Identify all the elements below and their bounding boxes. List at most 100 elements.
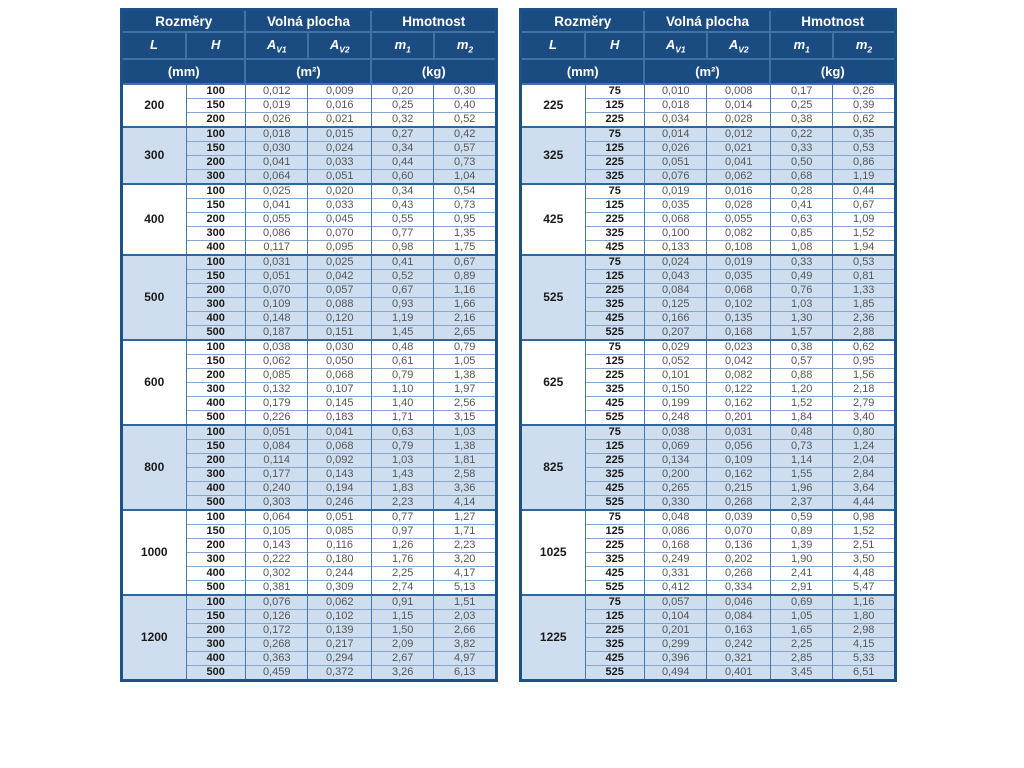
mass-m2-cell: 0,73 <box>433 198 497 213</box>
table-row: 325 0,100 0,082 0,85 1,52 <box>521 226 896 241</box>
area-av1-cell: 0,048 <box>643 509 708 525</box>
mass-m1-cell: 0,98 <box>370 240 435 255</box>
table-row: 225 75 0,010 0,008 0,17 0,26 <box>520 83 896 127</box>
mass-m2-cell: 1,03 <box>433 424 497 440</box>
table-row: 225 0,034 0,028 0,38 0,62 <box>521 112 896 127</box>
area-av2-cell: 0,020 <box>307 183 372 199</box>
mass-m2-cell: 0,81 <box>832 269 896 284</box>
mass-m1-cell: 2,74 <box>370 580 435 595</box>
table-row: 150 0,019 0,016 0,25 0,40 <box>122 98 497 113</box>
header-units-row: (mm) (m²) (kg) <box>519 58 897 85</box>
area-av1-cell: 0,029 <box>643 339 708 355</box>
area-av1-cell: 0,018 <box>643 98 708 113</box>
dimensions-table-right: Rozměry Volná plocha Hmotnost L H AV1 AV… <box>519 8 897 682</box>
mass-m1-cell: 0,22 <box>769 126 834 142</box>
mass-m2-cell: 0,67 <box>433 254 497 270</box>
area-av1-cell: 0,125 <box>643 297 708 312</box>
dimension-h-cell: 325 <box>584 226 645 241</box>
table-row: 200 0,085 0,068 0,79 1,38 <box>122 368 497 383</box>
mass-m1-cell: 0,48 <box>370 339 435 355</box>
mass-m1-cell: 0,43 <box>370 198 435 213</box>
area-av1-cell: 0,038 <box>244 339 309 355</box>
mass-m1-cell: 3,26 <box>370 665 435 681</box>
area-av2-cell: 0,042 <box>307 269 372 284</box>
table-row: 825 75 0,038 0,031 0,48 0,80 <box>520 424 896 510</box>
mass-m2-cell: 1,97 <box>433 382 497 397</box>
mass-m2-cell: 4,97 <box>433 651 497 666</box>
area-av1-cell: 0,076 <box>244 594 309 610</box>
area-av2-cell: 0,070 <box>706 524 771 539</box>
dimension-h-cell: 300 <box>185 637 246 652</box>
dimension-h-cell: 525 <box>584 325 645 340</box>
table-row: 225 0,201 0,163 1,65 2,98 <box>521 623 896 638</box>
mass-m1-cell: 1,20 <box>769 382 834 397</box>
area-av1-cell: 0,143 <box>244 538 309 553</box>
area-av2-cell: 0,062 <box>307 594 372 610</box>
mass-m1-cell: 0,76 <box>769 283 834 298</box>
dimension-h-cell: 400 <box>185 311 246 326</box>
dimension-h-cell: 425 <box>584 481 645 496</box>
table-row: 125 0,104 0,084 1,05 1,80 <box>521 609 896 624</box>
area-av2-cell: 0,009 <box>307 83 372 99</box>
mass-m2-cell: 2,58 <box>433 467 497 482</box>
dimension-l-cell: 1200 <box>121 594 187 681</box>
mass-m2-cell: 1,24 <box>832 439 896 454</box>
table-row: 150 0,084 0,068 0,79 1,38 <box>122 439 497 454</box>
mass-m1-cell: 1,43 <box>370 467 435 482</box>
mass-m1-cell: 0,34 <box>370 141 435 156</box>
table-row: 325 0,200 0,162 1,55 2,84 <box>521 467 896 482</box>
area-av2-cell: 0,120 <box>307 311 372 326</box>
area-av2-cell: 0,008 <box>706 83 771 99</box>
area-av1-cell: 0,148 <box>244 311 309 326</box>
dimension-l-cell: 525 <box>520 254 586 340</box>
dimension-h-cell: 125 <box>584 609 645 624</box>
header-unit-m2: (m²) <box>643 58 772 85</box>
area-av2-cell: 0,162 <box>706 467 771 482</box>
table-row: 325 0,249 0,202 1,90 3,50 <box>521 552 896 567</box>
mass-m2-cell: 1,51 <box>433 594 497 610</box>
mass-m1-cell: 0,52 <box>370 269 435 284</box>
mass-m2-cell: 2,98 <box>832 623 896 638</box>
dimension-h-cell: 150 <box>185 609 246 624</box>
area-av2-cell: 0,028 <box>706 198 771 213</box>
area-av2-cell: 0,242 <box>706 637 771 652</box>
mass-m2-cell: 0,40 <box>433 98 497 113</box>
mass-m1-cell: 2,41 <box>769 566 834 581</box>
area-av2-cell: 0,046 <box>706 594 771 610</box>
table-row: 225 0,084 0,068 0,76 1,33 <box>521 283 896 298</box>
mass-m2-cell: 0,53 <box>832 254 896 270</box>
area-av2-cell: 0,163 <box>706 623 771 638</box>
area-av1-cell: 0,030 <box>244 141 309 156</box>
mass-m2-cell: 3,36 <box>433 481 497 496</box>
mass-m2-cell: 1,81 <box>433 453 497 468</box>
mass-m1-cell: 0,25 <box>769 98 834 113</box>
dimension-h-cell: 325 <box>584 169 645 184</box>
mass-m1-cell: 0,41 <box>370 254 435 270</box>
dimension-h-cell: 425 <box>584 566 645 581</box>
area-av2-cell: 0,268 <box>706 566 771 581</box>
area-av2-cell: 0,321 <box>706 651 771 666</box>
area-av2-cell: 0,031 <box>706 424 771 440</box>
area-av1-cell: 0,104 <box>643 609 708 624</box>
dimension-h-cell: 500 <box>185 325 246 340</box>
mass-m1-cell: 0,67 <box>370 283 435 298</box>
dimension-h-cell: 150 <box>185 354 246 369</box>
header-unit-mm: (mm) <box>120 58 247 85</box>
mass-m2-cell: 2,04 <box>832 453 896 468</box>
area-av2-cell: 0,024 <box>307 141 372 156</box>
dimensions-table-left: Rozměry Volná plocha Hmotnost L H AV1 AV… <box>120 8 498 682</box>
mass-m2-cell: 0,62 <box>832 112 896 127</box>
area-av2-cell: 0,023 <box>706 339 771 355</box>
dimension-h-cell: 500 <box>185 495 246 510</box>
area-av1-cell: 0,031 <box>244 254 309 270</box>
area-av2-cell: 0,122 <box>706 382 771 397</box>
area-av2-cell: 0,014 <box>706 98 771 113</box>
table-row: 400 0,240 0,194 1,83 3,36 <box>122 481 497 496</box>
mass-m1-cell: 1,52 <box>769 396 834 411</box>
area-av1-cell: 0,057 <box>643 594 708 610</box>
mass-m2-cell: 0,52 <box>433 112 497 127</box>
area-av1-cell: 0,043 <box>643 269 708 284</box>
mass-m2-cell: 1,66 <box>433 297 497 312</box>
mass-m2-cell: 1,04 <box>433 169 497 184</box>
table-row: 400 0,179 0,145 1,40 2,56 <box>122 396 497 411</box>
